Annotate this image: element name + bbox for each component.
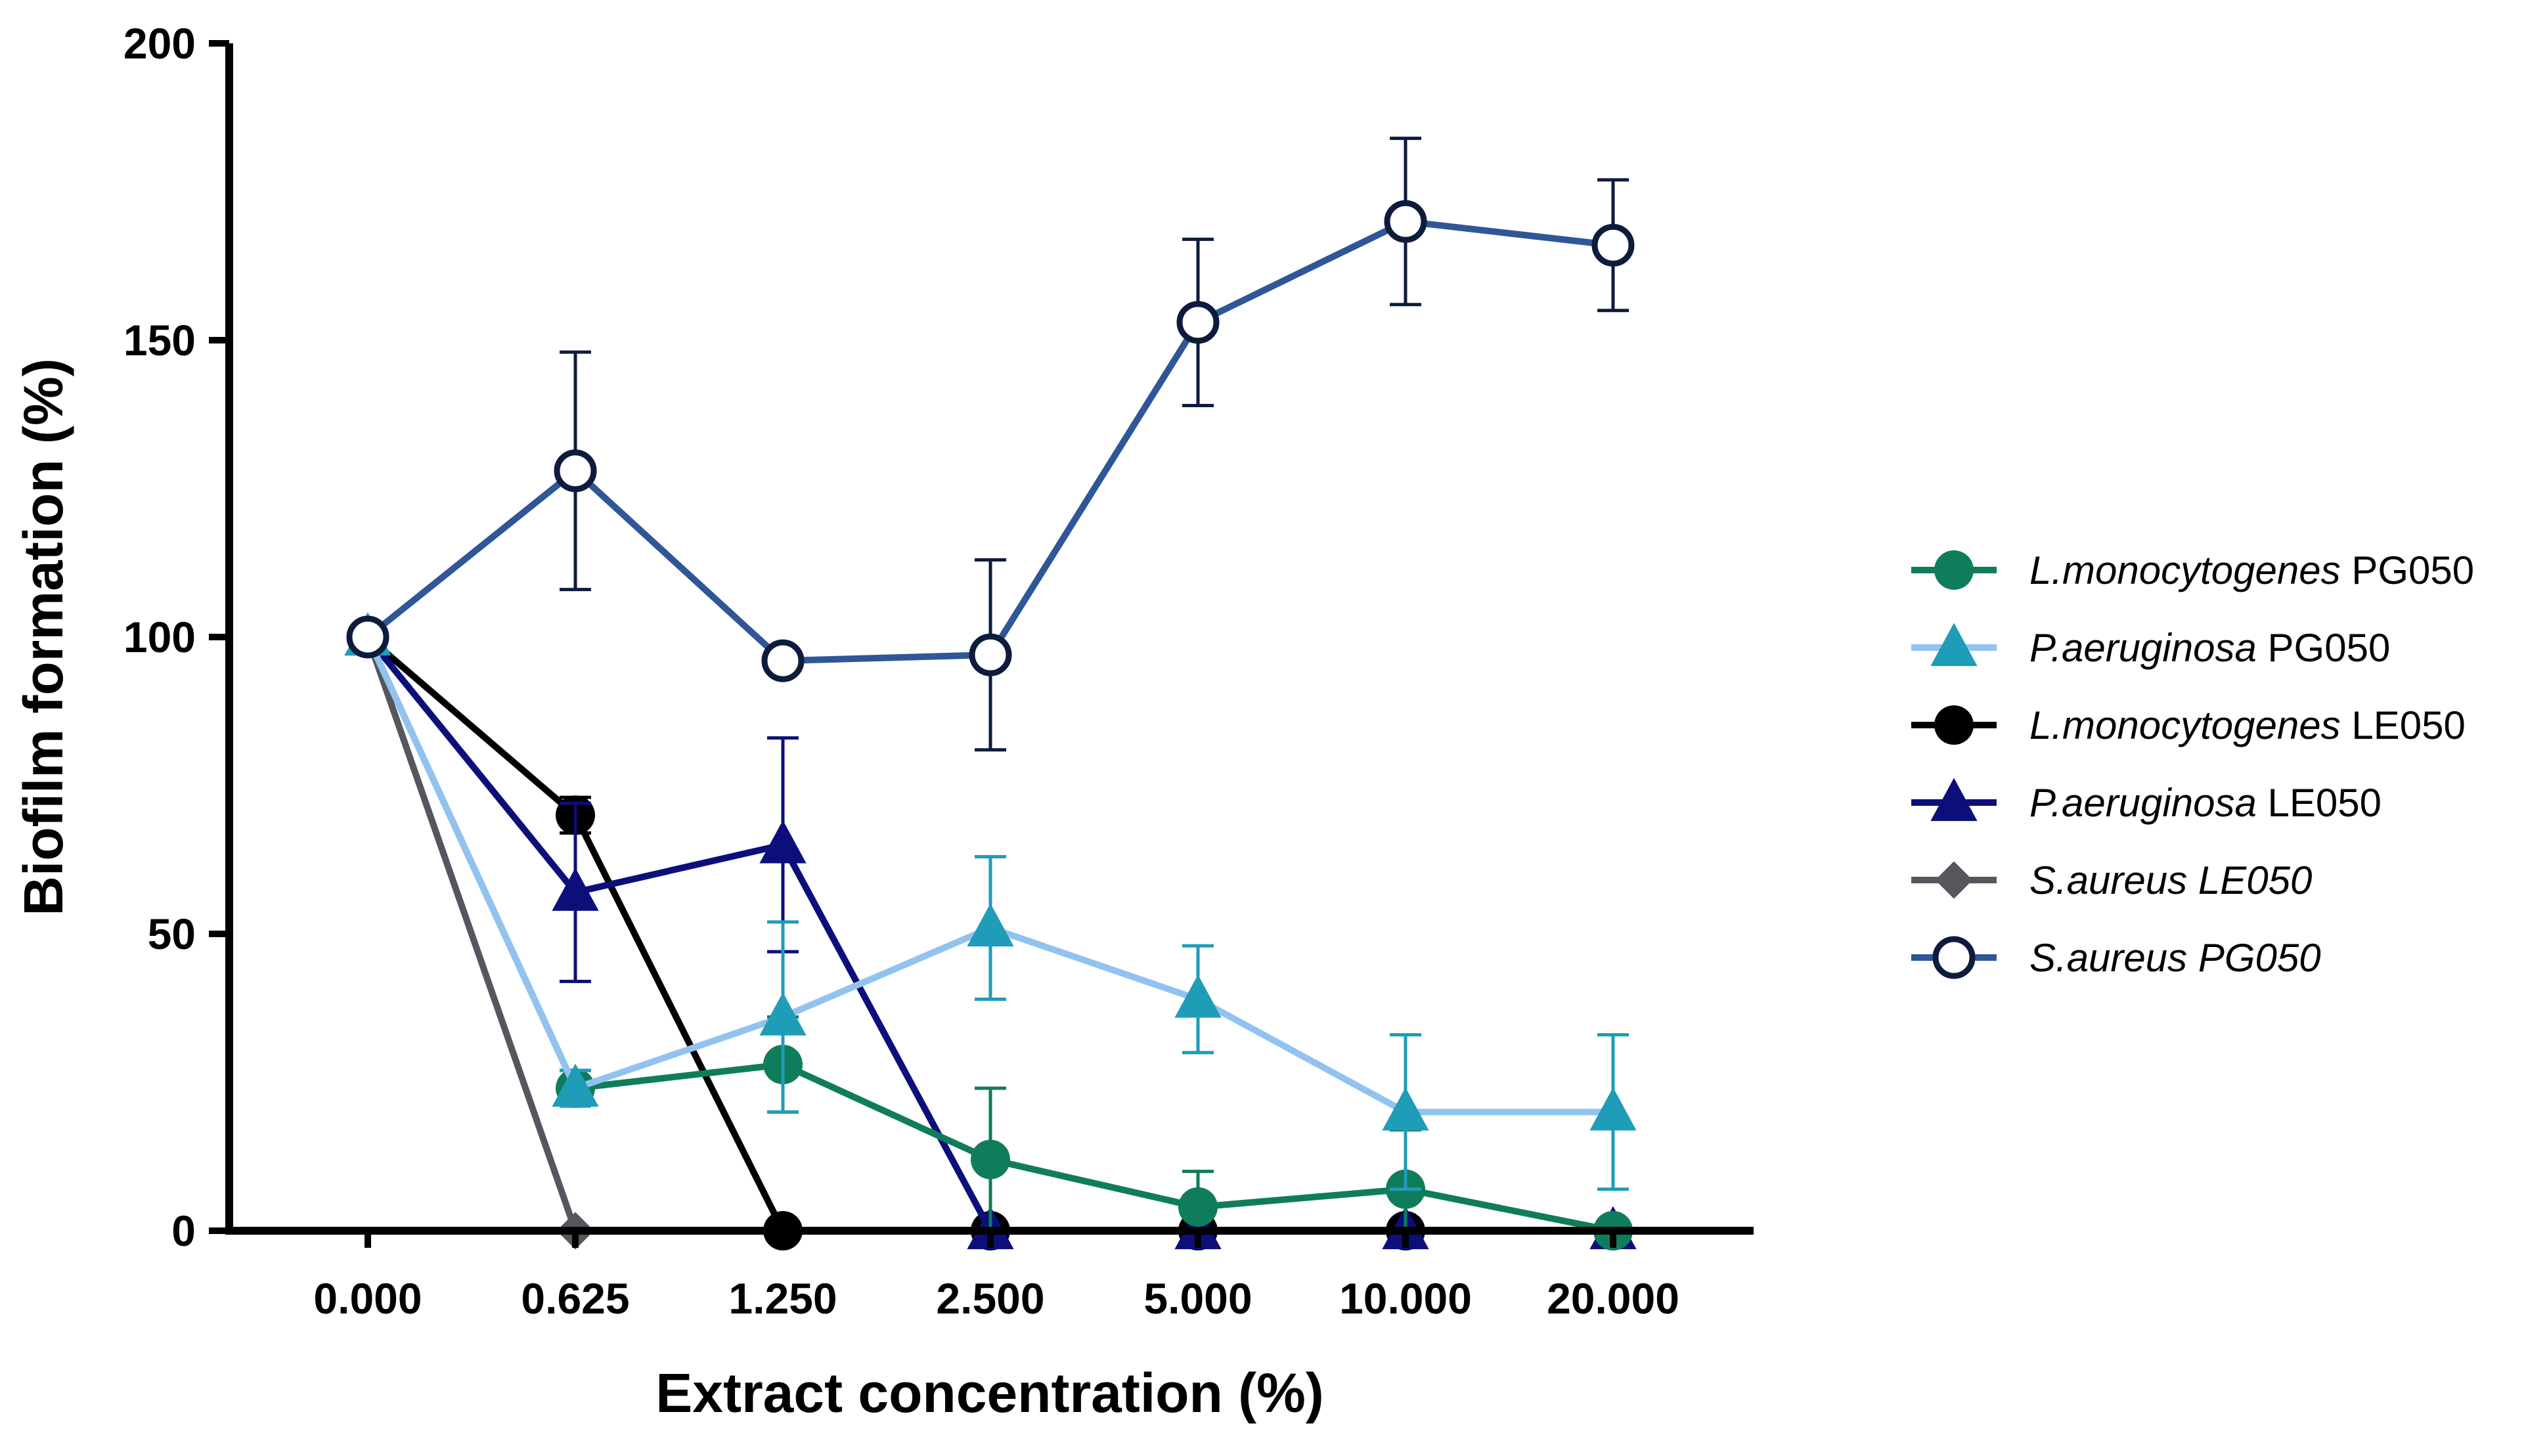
data-point [552,1063,599,1107]
legend-label-italic: P.aeruginosa [2029,781,2257,825]
legend-item: L.monocytogenes PG050 [1911,548,2474,592]
x-tick-label: 2.500 [936,1274,1044,1323]
data-point [759,992,807,1036]
data-point [1176,301,1220,344]
x-tick-label: 20.000 [1547,1274,1679,1323]
data-point [552,868,599,911]
legend-swatch-marker [1934,705,1974,745]
y-tick-label: 50 [148,910,196,958]
data-point [346,615,389,659]
legend-label-plain: LE050 [2257,781,2382,825]
legend-item: S.aureus PG050 [1911,936,2321,980]
legend-label: P.aeruginosa LE050 [2029,781,2382,825]
legend-item: L.monocytogenes LE050 [1911,703,2466,747]
legend-item: P.aeruginosa LE050 [1911,778,2382,825]
legend-label-plain: LE050 [2341,703,2466,747]
series-s-aureus-pg050 [346,137,1635,752]
x-tick-label: 1.250 [728,1274,837,1323]
x-tick-label: 10.000 [1339,1274,1472,1323]
x-axis-title: Extract concentration (%) [655,1362,1324,1424]
x-tick-label: 0.625 [521,1274,629,1323]
legend-label: L.monocytogenes PG050 [2029,548,2474,592]
data-point [971,1139,1010,1180]
data-point [1589,1087,1637,1131]
legend-label-italic: S.aureus PG050 [2029,936,2321,980]
y-axis-title: Biofilm formation (%) [12,358,74,916]
data-point [554,449,597,493]
legend-swatch-marker [1934,550,1974,590]
legend-swatch-marker [1935,861,1973,899]
y-tick-label: 100 [123,613,196,661]
y-tick-label: 150 [123,316,196,364]
legend-label-italic: L.monocytogenes [2029,548,2341,592]
x-tick-label: 0.000 [313,1274,422,1323]
series-layer [344,137,1637,1250]
legend-label: L.monocytogenes LE050 [2029,703,2466,747]
data-point [761,639,805,682]
data-point [1382,1087,1429,1131]
legend-label-italic: P.aeruginosa [2029,626,2257,670]
legend-label-plain: PG050 [2341,548,2474,592]
data-point [1174,974,1222,1018]
legend-item: S.aureus LE050 [1911,858,2312,902]
legend-label: S.aureus PG050 [2029,936,2321,980]
legend-label-plain: PG050 [2257,626,2390,670]
legend-item: P.aeruginosa PG050 [1911,623,2390,670]
legend-label: S.aureus LE050 [2029,858,2312,902]
data-point [969,633,1012,676]
series-p-aeruginosa-pg050 [344,612,1637,1191]
legend-label-italic: S.aureus LE050 [2029,858,2312,902]
data-point [1591,223,1635,267]
legend-swatch-marker [1930,623,1978,667]
ticks: 0 50 100 150 200 0.000 0.625 1.250 2.500 5.000 10.… [123,19,1679,1323]
data-point [1384,200,1427,243]
legend-swatch-marker [1930,778,1978,822]
y-tick-label: 0 [171,1206,196,1255]
x-tick-label: 5.000 [1143,1274,1252,1323]
legend-swatch-marker [1932,936,1976,979]
data-point [759,820,807,864]
data-point [967,903,1014,947]
y-tick-label: 200 [123,19,196,68]
data-point [1178,1187,1218,1227]
legend-label-italic: L.monocytogenes [2029,703,2341,747]
legend-label: P.aeruginosa PG050 [2029,626,2390,670]
